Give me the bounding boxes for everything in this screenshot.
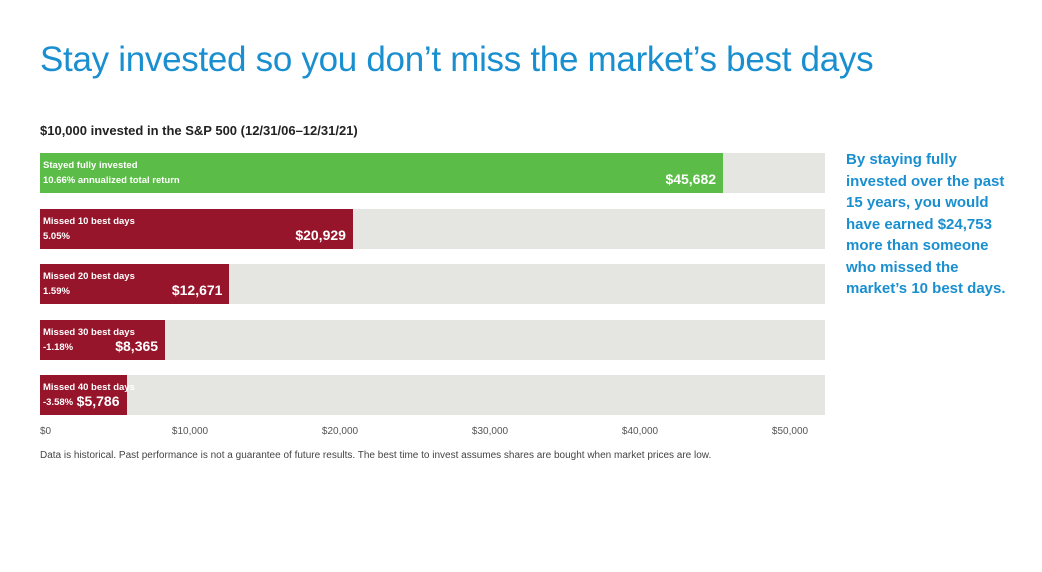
- x-tick-label: $10,000: [171, 426, 209, 437]
- x-tick-label: $0: [40, 426, 52, 437]
- x-tick-label: $20,000: [321, 426, 359, 437]
- bar-missed-40-days: Missed 40 best days -3.58% $5,786: [40, 375, 135, 415]
- bar-label: Missed 10 best days: [43, 215, 135, 227]
- bar-label: Missed 40 best days: [43, 382, 135, 393]
- bar-rate-label: 5.05%: [43, 230, 70, 242]
- bar-rate-label: -1.18%: [43, 341, 74, 353]
- chart-subtitle: $10,000 invested in the S&P 500 (12/31/0…: [40, 123, 358, 138]
- callout-text: By staying fully invested over the past …: [846, 151, 1006, 297]
- bar-missed-10-days: Missed 10 best days 5.05% $20,929: [40, 208, 353, 249]
- page-title: Stay invested so you don’t miss the mark…: [40, 40, 874, 79]
- x-tick-label: $40,000: [621, 426, 659, 437]
- bar-missed-20-days: Missed 20 best days 1.59% $12,671: [40, 264, 230, 304]
- bar-label: Missed 30 best days: [43, 326, 135, 338]
- bar-track: Missed 20 best days 1.59% $12,671: [40, 264, 825, 304]
- bar-rate-label: 10.66% annualized total return: [43, 175, 180, 186]
- bar-missed-30-days: Missed 30 best days -1.18% $8,365: [40, 319, 166, 360]
- bar-value-label: $8,365: [115, 337, 159, 354]
- bar-track: Stayed fully invested 10.66% annualized t…: [40, 153, 825, 193]
- bar-label: Missed 20 best days: [43, 271, 135, 282]
- x-tick-label: $50,000: [771, 426, 809, 437]
- bar-value-label: $45,682: [665, 171, 717, 187]
- bar-track: Missed 40 best days -3.58% $5,786: [40, 375, 825, 415]
- bar-value-label: $20,929: [295, 226, 346, 243]
- bar-label: Stayed fully invested: [43, 160, 138, 171]
- bar-track: Missed 30 best days -1.18% $8,365: [40, 319, 825, 360]
- bar-rate-label: 1.59%: [43, 286, 70, 297]
- bar-track: Missed 10 best days 5.05% $20,929: [40, 208, 825, 249]
- bar-chart: Stayed fully invested 10.66% annualized t…: [40, 153, 825, 415]
- bar-rate-label: -3.58%: [43, 397, 74, 408]
- x-tick-label: $30,000: [471, 426, 509, 437]
- bar-value-label: $12,671: [171, 282, 223, 298]
- bar-value-label: $5,786: [76, 393, 120, 409]
- footnote: Data is historical. Past performance is …: [40, 450, 712, 461]
- bar-stayed-invested: Stayed fully invested 10.66% annualized t…: [40, 153, 724, 193]
